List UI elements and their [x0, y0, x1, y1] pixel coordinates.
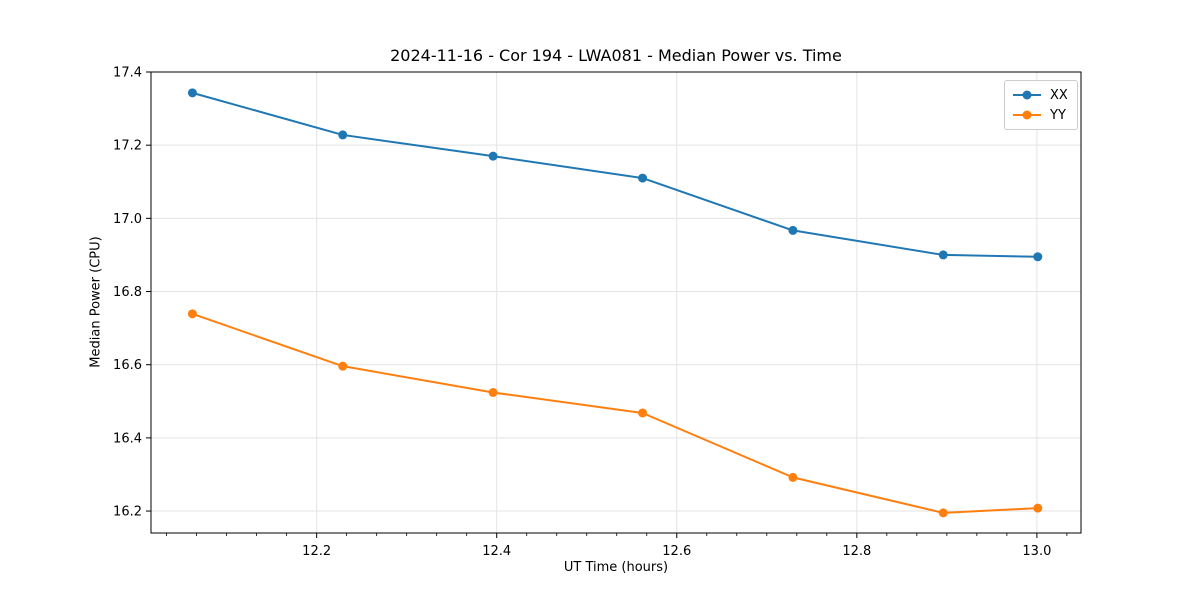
data-point-yy	[338, 361, 348, 371]
data-point-xx	[187, 88, 197, 98]
y-tick-label: 17.4	[113, 66, 142, 81]
legend: XX YY	[1004, 80, 1078, 130]
axes-spines	[150, 71, 1082, 534]
series-line-xx	[192, 91, 1038, 258]
y-tick-label: 16.6	[113, 358, 142, 373]
legend-sample-marker	[1022, 110, 1032, 120]
x-tick-label: 12.4	[482, 544, 511, 559]
x-tick-label: 13.0	[1022, 544, 1051, 559]
y-tick-label: 16.8	[113, 285, 142, 300]
data-point-xx	[938, 250, 948, 260]
data-point-xx	[788, 225, 798, 235]
data-point-yy	[638, 408, 648, 418]
legend-item: XX	[1012, 85, 1068, 105]
series-line-yy	[192, 312, 1038, 514]
data-point-xx	[488, 151, 498, 161]
y-tick-label: 17.2	[113, 139, 142, 154]
x-axis-label: UT Time (hours)	[563, 560, 669, 575]
chart-title: 2024-11-16 - Cor 194 - LWA081 - Median P…	[390, 46, 842, 65]
legend-line-sample	[1013, 110, 1041, 120]
y-tick-label: 17.0	[113, 212, 142, 227]
data-point-xx	[338, 130, 348, 140]
data-point-yy	[488, 388, 498, 398]
data-point-xx	[638, 173, 648, 183]
data-point-yy	[187, 309, 197, 319]
data-point-yy	[938, 508, 948, 518]
data-point-yy	[1033, 503, 1043, 513]
legend-line-sample	[1013, 90, 1041, 100]
x-tick-label: 12.2	[302, 544, 331, 559]
x-tick-label: 12.6	[662, 544, 691, 559]
legend-item-label: YY	[1050, 107, 1066, 123]
data-point-yy	[788, 472, 798, 482]
y-tick-label: 16.2	[113, 505, 142, 520]
legend-item-label: XX	[1050, 87, 1068, 103]
data-point-xx	[1033, 252, 1043, 262]
x-tick-label: 12.8	[842, 544, 871, 559]
legend-item: YY	[1012, 105, 1068, 125]
y-tick-label: 16.4	[113, 431, 142, 446]
legend-sample-marker	[1022, 90, 1032, 100]
